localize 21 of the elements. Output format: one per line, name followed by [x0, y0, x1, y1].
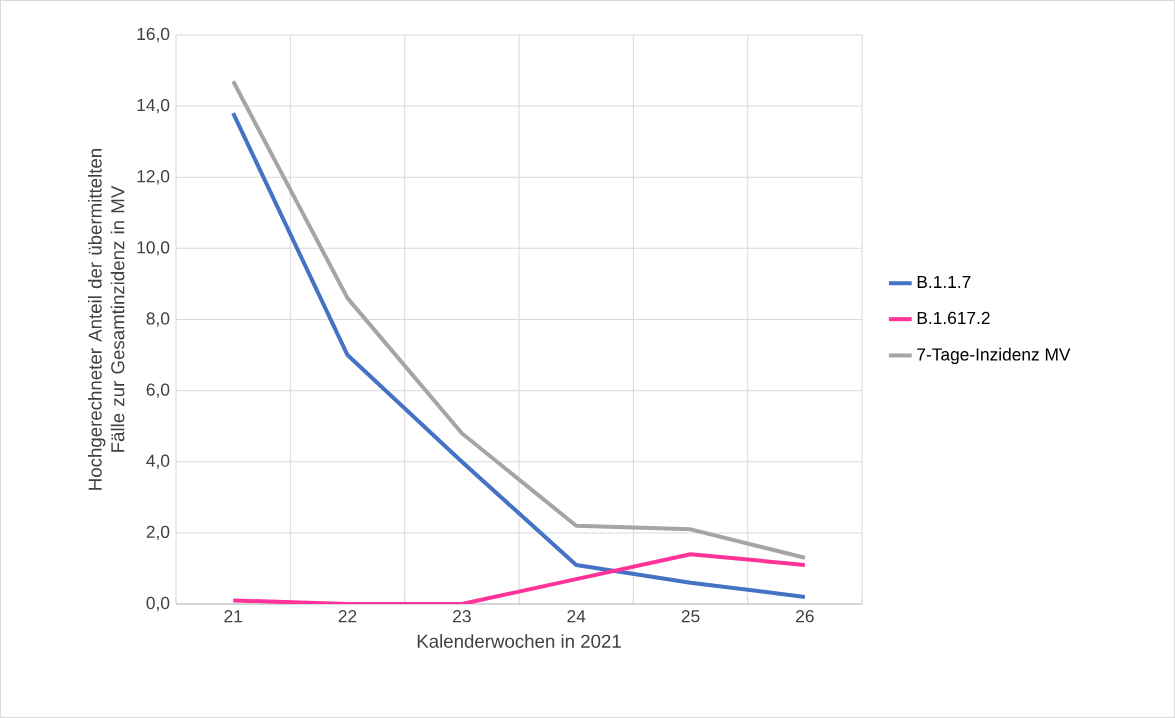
y-tick-label: 6,0: [146, 383, 170, 398]
y-tick-label: 4,0: [146, 454, 170, 469]
x-axis-title: Kalenderwochen in 2021: [417, 634, 621, 648]
y-tick-label: 12,0: [137, 170, 170, 185]
legend-label: B.1.617.2: [917, 311, 990, 325]
x-tick-label: 25: [681, 610, 700, 623]
x-tick-label: 24: [567, 610, 586, 623]
legend-label: 7-Tage-Inzidenz MV: [917, 347, 1071, 365]
x-tick-label: 21: [224, 610, 242, 623]
y-tick-label: 8,0: [146, 312, 170, 327]
line-series: [231, 552, 807, 605]
y-tick-label: 16,0: [137, 27, 170, 43]
x-tick-label: 22: [338, 610, 357, 623]
x-tick-label: 26: [796, 610, 814, 623]
y-tick-label: 14,0: [137, 98, 170, 114]
y-tick-label: 0,0: [146, 596, 170, 612]
y-axis-title: Hochgerechneter Anteil der übermittelten Fälle zur Gesamtinzidenz in MV: [88, 149, 125, 490]
y-tick-label: 2,0: [146, 525, 170, 541]
y-tick-label: 10,0: [137, 241, 170, 256]
x-tick-label: 23: [453, 610, 471, 623]
legend-label: B.1.1.7: [917, 275, 971, 288]
